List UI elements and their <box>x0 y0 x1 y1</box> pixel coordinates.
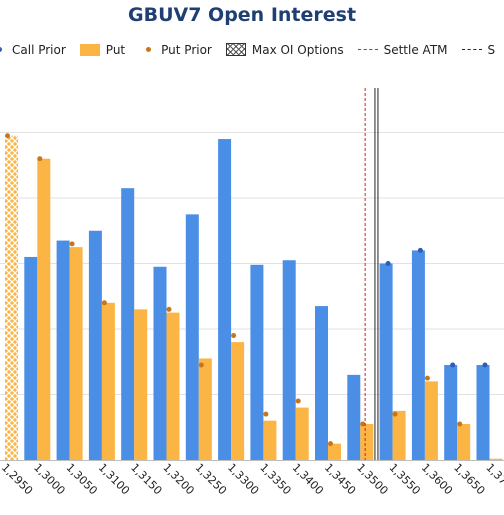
put-prior-marker <box>457 421 463 427</box>
put-prior-marker <box>424 375 430 381</box>
call-prior-marker <box>482 362 488 368</box>
x-tick-label: 1,3250 <box>193 461 229 497</box>
call-bar <box>347 374 361 460</box>
legend-swatch <box>146 47 152 52</box>
put-prior-marker <box>295 398 301 404</box>
x-tick-label: 1,3050 <box>63 461 99 497</box>
call-bar <box>24 256 38 460</box>
x-tick-label: 1,3000 <box>31 461 67 497</box>
x-tick-label: 1,3350 <box>257 461 293 497</box>
put-prior-marker <box>198 362 204 368</box>
put-bar <box>489 458 503 460</box>
put-prior-marker <box>166 306 172 312</box>
chart-title: GBUV7 Open Interest <box>128 4 357 26</box>
put-prior-marker <box>263 411 269 417</box>
x-tick-label: 1,3600 <box>419 461 455 497</box>
call-bar <box>282 260 296 460</box>
call-bar <box>411 250 425 460</box>
reference-lines <box>364 88 379 460</box>
prior-markers <box>5 133 488 447</box>
put-prior-marker <box>328 441 333 447</box>
legend-swatch <box>461 49 482 50</box>
x-tick-label: 1,3500 <box>354 461 390 497</box>
call-prior-marker <box>450 362 456 368</box>
x-tick-label: 1,3550 <box>386 461 422 497</box>
put-prior-marker <box>231 333 237 339</box>
call-bar <box>250 264 264 460</box>
call-bar <box>185 214 199 460</box>
call-bar <box>315 306 328 460</box>
legend-label: S <box>487 42 496 57</box>
x-tick-label: 1,3200 <box>160 461 196 497</box>
legend-label: Call Prior <box>12 42 66 57</box>
legend-item: Put Prior <box>139 43 212 57</box>
call-bar <box>153 266 167 460</box>
put-bar <box>231 342 245 460</box>
x-tick-label: 1,3100 <box>96 461 132 497</box>
chart-legend: Call Prior Put Put Prior Max OI Options Sett… <box>0 42 504 60</box>
legend-item: Max OI Options <box>225 42 344 57</box>
put-prior-marker <box>101 300 107 306</box>
legend-swatch <box>0 47 2 52</box>
legend-swatch <box>225 43 246 56</box>
put-bar <box>295 407 309 460</box>
legend-item: Call Prior <box>0 43 66 57</box>
put-bar <box>392 410 406 460</box>
x-axis: 1,29501,30001,30501,31001,31501,32001,32… <box>0 460 504 497</box>
put-bar <box>134 309 148 460</box>
put-bar <box>360 423 374 460</box>
call-prior-marker <box>385 261 391 266</box>
put-prior-marker <box>392 411 398 417</box>
put-prior-marker <box>37 156 43 162</box>
legend-label: Put <box>105 42 126 57</box>
bars <box>5 135 503 461</box>
call-bar <box>476 365 490 460</box>
legend-swatch <box>79 43 100 56</box>
put-bar <box>198 358 212 460</box>
put-bar <box>263 420 277 460</box>
legend-item: Settle ATM <box>357 42 448 57</box>
put-bar <box>328 443 341 460</box>
put-bar <box>457 423 471 460</box>
x-tick-label: 1,2950 <box>0 461 35 497</box>
x-tick-label: 1,3700 <box>483 461 504 497</box>
put-bar-max-oi <box>5 135 18 460</box>
put-bar <box>166 312 180 460</box>
legend-label: Max OI Options <box>251 42 344 57</box>
call-bar <box>88 230 102 460</box>
put-prior-marker <box>360 421 366 427</box>
put-prior-marker <box>5 133 10 139</box>
call-bar <box>444 365 458 460</box>
legend-item: S <box>461 42 496 57</box>
call-bar <box>56 240 70 460</box>
x-tick-label: 1,3300 <box>225 461 261 497</box>
put-prior-marker <box>69 241 75 247</box>
legend-label: Put Prior <box>161 42 212 57</box>
x-tick-label: 1,3650 <box>451 461 487 497</box>
put-bar <box>101 302 115 460</box>
call-bar <box>218 139 232 461</box>
x-tick-label: 1,3450 <box>322 461 358 497</box>
legend-swatch <box>357 49 378 50</box>
x-tick-label: 1,3400 <box>290 461 326 497</box>
legend-item: Put <box>79 42 126 57</box>
call-bar <box>379 263 393 460</box>
put-bar <box>69 247 83 460</box>
call-prior-marker <box>417 247 423 253</box>
put-bar <box>424 381 438 460</box>
x-tick-label: 1,3150 <box>128 461 164 497</box>
legend-label: Settle ATM <box>383 42 448 57</box>
put-bar <box>37 158 51 460</box>
call-bar <box>121 188 135 461</box>
